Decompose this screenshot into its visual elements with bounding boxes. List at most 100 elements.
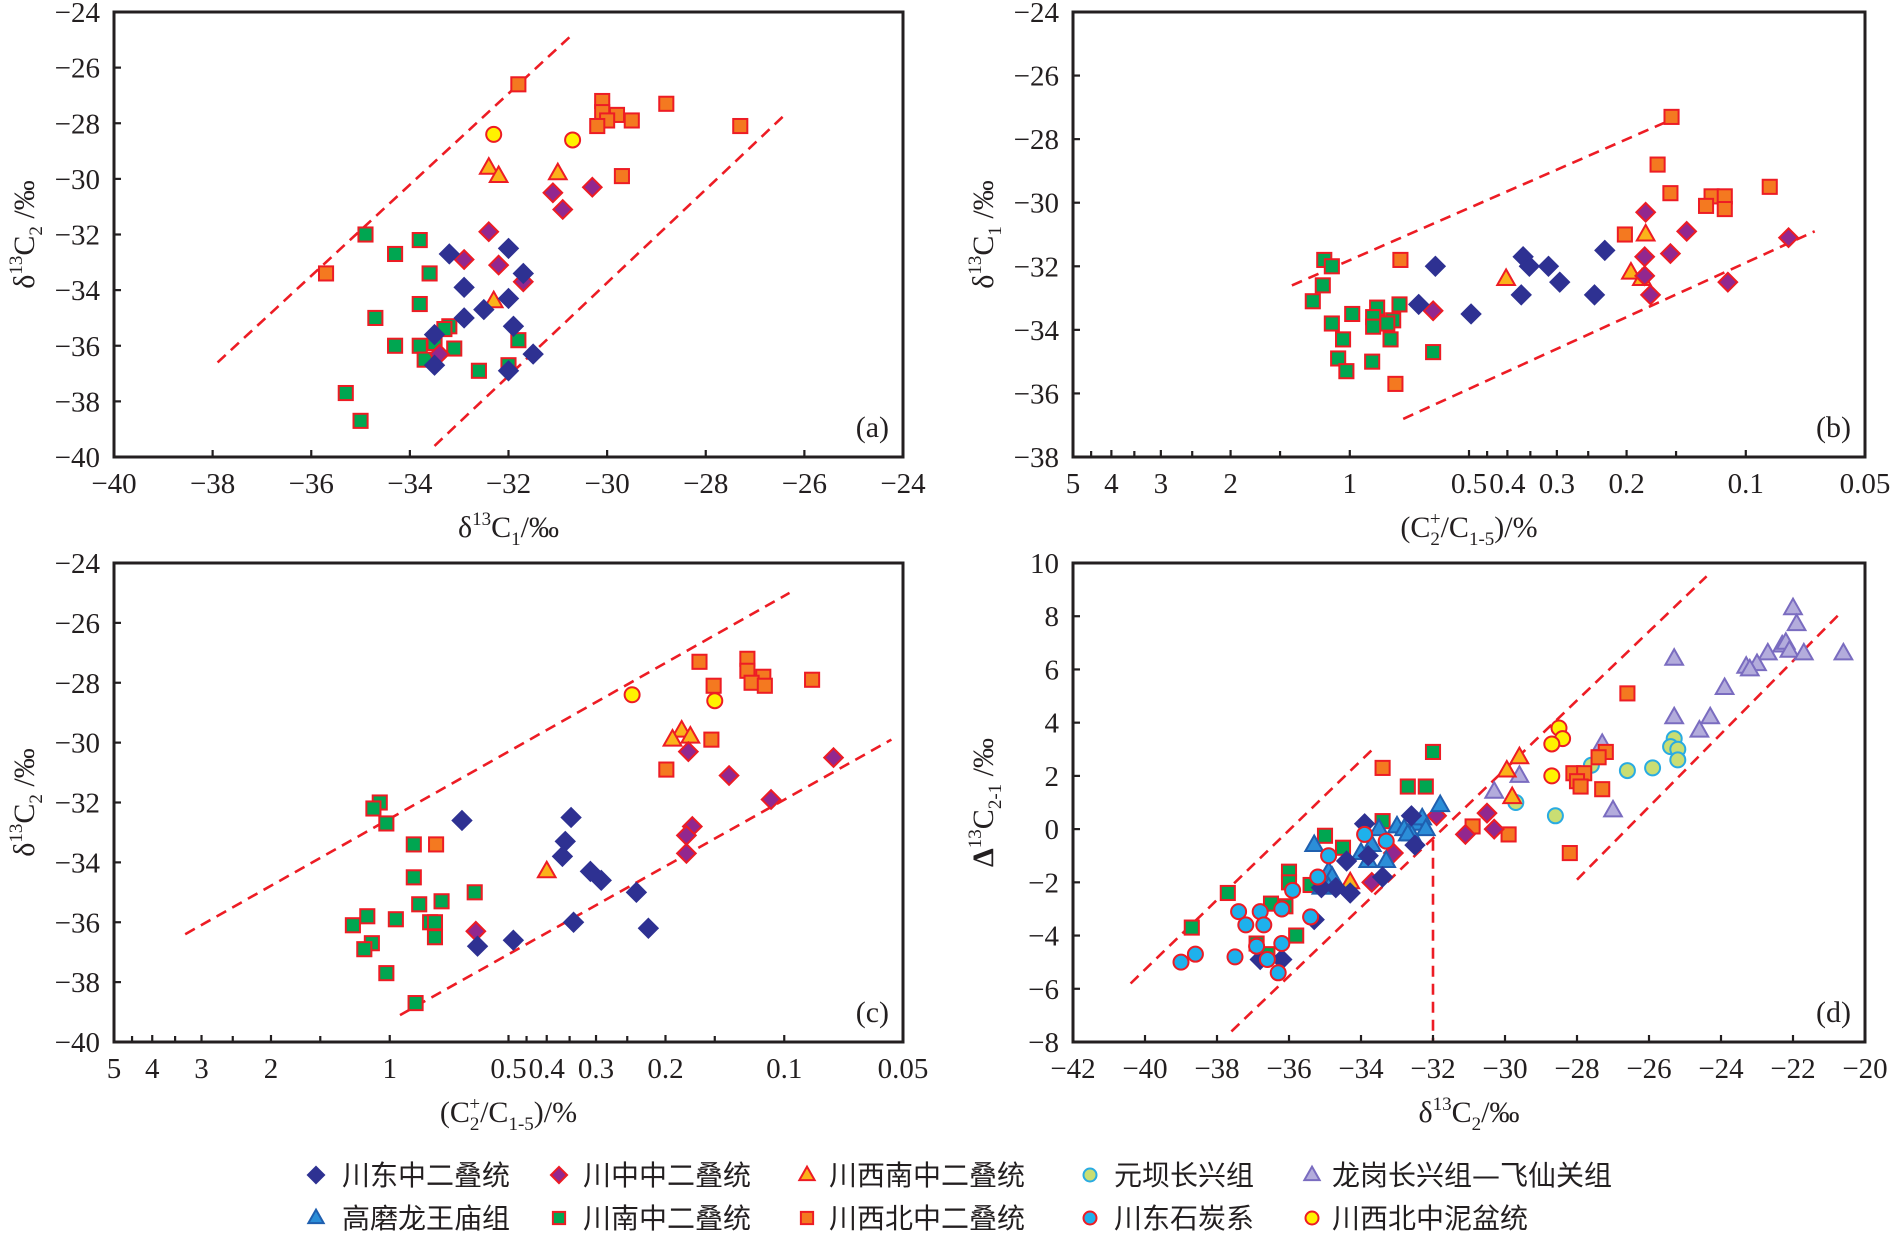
data-point	[1483, 818, 1505, 840]
legend-marker	[1082, 1210, 1098, 1226]
data-point	[405, 836, 422, 853]
x-tick-label: −26	[782, 468, 827, 500]
data-point	[623, 686, 641, 704]
legend-item-chuanxibei-middle-permian: 川西北中二叠统	[799, 1202, 1025, 1235]
data-points	[317, 76, 749, 429]
series-cz	[465, 740, 845, 942]
series-cz	[428, 176, 604, 365]
data-point	[1422, 300, 1444, 322]
legend-item-chuandong-carboniferous: 川东石炭系	[1082, 1202, 1254, 1235]
data-point	[1518, 255, 1541, 277]
y-axis-title: δ13C1 /‰	[965, 180, 1006, 289]
x-tick-label: −36	[1266, 1053, 1311, 1085]
y-axis-title-part: 13	[965, 829, 986, 848]
panel-label: (d)	[1816, 996, 1851, 1029]
data-point	[1303, 833, 1325, 853]
x-axis-title-part: /‰	[1481, 1096, 1519, 1129]
plot-frame	[1071, 561, 1867, 1044]
series-cxbn	[1543, 719, 1572, 785]
series-cxn	[536, 719, 701, 879]
data-point	[1309, 868, 1327, 886]
data-point	[478, 221, 500, 243]
legend-triangle-icon	[1302, 1164, 1322, 1182]
data-point	[1602, 798, 1624, 818]
data-point	[1304, 293, 1321, 310]
data-point	[483, 289, 505, 309]
data-point	[1663, 108, 1680, 125]
data-point	[387, 911, 404, 928]
data-point	[1649, 156, 1666, 173]
x-axis-title-part: 1	[511, 529, 521, 550]
legend-marker	[799, 1210, 815, 1226]
data-point	[1374, 759, 1391, 776]
data-point	[1417, 778, 1434, 795]
data-point	[522, 343, 544, 365]
data-point	[1424, 743, 1442, 760]
legend-item-chuandong-middle-permian: 川东中二叠统	[306, 1159, 510, 1192]
data-point	[1219, 884, 1236, 902]
legend-label: 川西北中二叠统	[829, 1202, 1025, 1235]
y-tick-label: −6	[1028, 974, 1059, 1006]
data-point	[691, 653, 708, 670]
data-point	[1323, 258, 1340, 275]
data-point	[1400, 805, 1423, 827]
y-tick-label: −26	[1014, 61, 1059, 93]
x-tick-label: −24	[1698, 1053, 1744, 1085]
data-point	[411, 295, 428, 313]
y-tick-label: −32	[55, 788, 100, 820]
data-point	[554, 830, 576, 853]
data-point	[804, 671, 821, 688]
data-point	[1549, 271, 1571, 293]
x-tick-label: 0.1	[766, 1053, 802, 1085]
y-tick-label: −34	[55, 275, 101, 307]
reference-lines	[1291, 118, 1816, 421]
x-axis-title-part: 2	[470, 1114, 480, 1135]
y-tick-label: −30	[55, 728, 100, 760]
series-cz	[1422, 201, 1800, 322]
data-point	[1635, 222, 1657, 242]
data-point	[1335, 850, 1358, 872]
data-point	[1594, 239, 1616, 262]
y-axis-title-part: 13	[6, 256, 27, 275]
data-point	[337, 384, 354, 402]
data-point	[426, 914, 444, 931]
data-point	[613, 168, 630, 185]
data-point	[1483, 780, 1505, 799]
data-point	[1699, 705, 1721, 725]
data-point	[743, 674, 760, 691]
data-point	[590, 869, 612, 892]
y-axis-title-part: /‰	[8, 748, 41, 794]
data-point	[1716, 201, 1733, 218]
y-axis-title-part: /‰	[8, 180, 41, 226]
panel-d: −42 −40 −38 −36 −34 −32 −30 −28 −26 −24 −22 −20−8−6…	[965, 548, 1888, 1135]
data-point	[1508, 745, 1530, 765]
y-tick-label: 0	[1045, 814, 1060, 846]
data-point	[411, 337, 428, 354]
data-point	[1793, 641, 1815, 661]
x-axis-title: δ13C2/‰	[1419, 1094, 1520, 1135]
axes: −42 −40 −38 −36 −34 −32 −30 −28 −26 −24 −22 −20−8−6…	[1028, 548, 1888, 1085]
data-point	[428, 836, 445, 853]
y-tick-label: −40	[55, 1027, 100, 1059]
x-tick-label: 5	[1066, 468, 1081, 500]
data-point	[1688, 719, 1710, 738]
legend-item-longgang-changxing-feixianguan: 龙岗长兴组—飞仙关组	[1302, 1159, 1612, 1192]
legend-label: 川东石炭系	[1114, 1202, 1254, 1235]
legend-label: 川西南中二叠统	[829, 1159, 1025, 1192]
plot-frame	[1071, 10, 1867, 459]
x-tick-label: −36	[289, 468, 334, 500]
x-axis-title-part: /‰	[521, 511, 559, 544]
legend-circle-icon	[1304, 1210, 1320, 1226]
x-tick-label: 0.05	[878, 1053, 929, 1085]
y-axis-title-part: 2	[26, 226, 47, 236]
x-axis-title-part: )/%	[1494, 511, 1537, 544]
x-tick-label: −30	[584, 468, 629, 500]
x-tick-label: −24	[880, 468, 926, 500]
data-point	[510, 332, 527, 349]
data-point	[1583, 284, 1606, 306]
x-tick-label: 5	[107, 1053, 122, 1085]
x-tick-label: −42	[1050, 1053, 1095, 1085]
x-tick-label: −32	[1410, 1053, 1455, 1085]
legend-label: 川西北中泥盆统	[1332, 1202, 1528, 1235]
